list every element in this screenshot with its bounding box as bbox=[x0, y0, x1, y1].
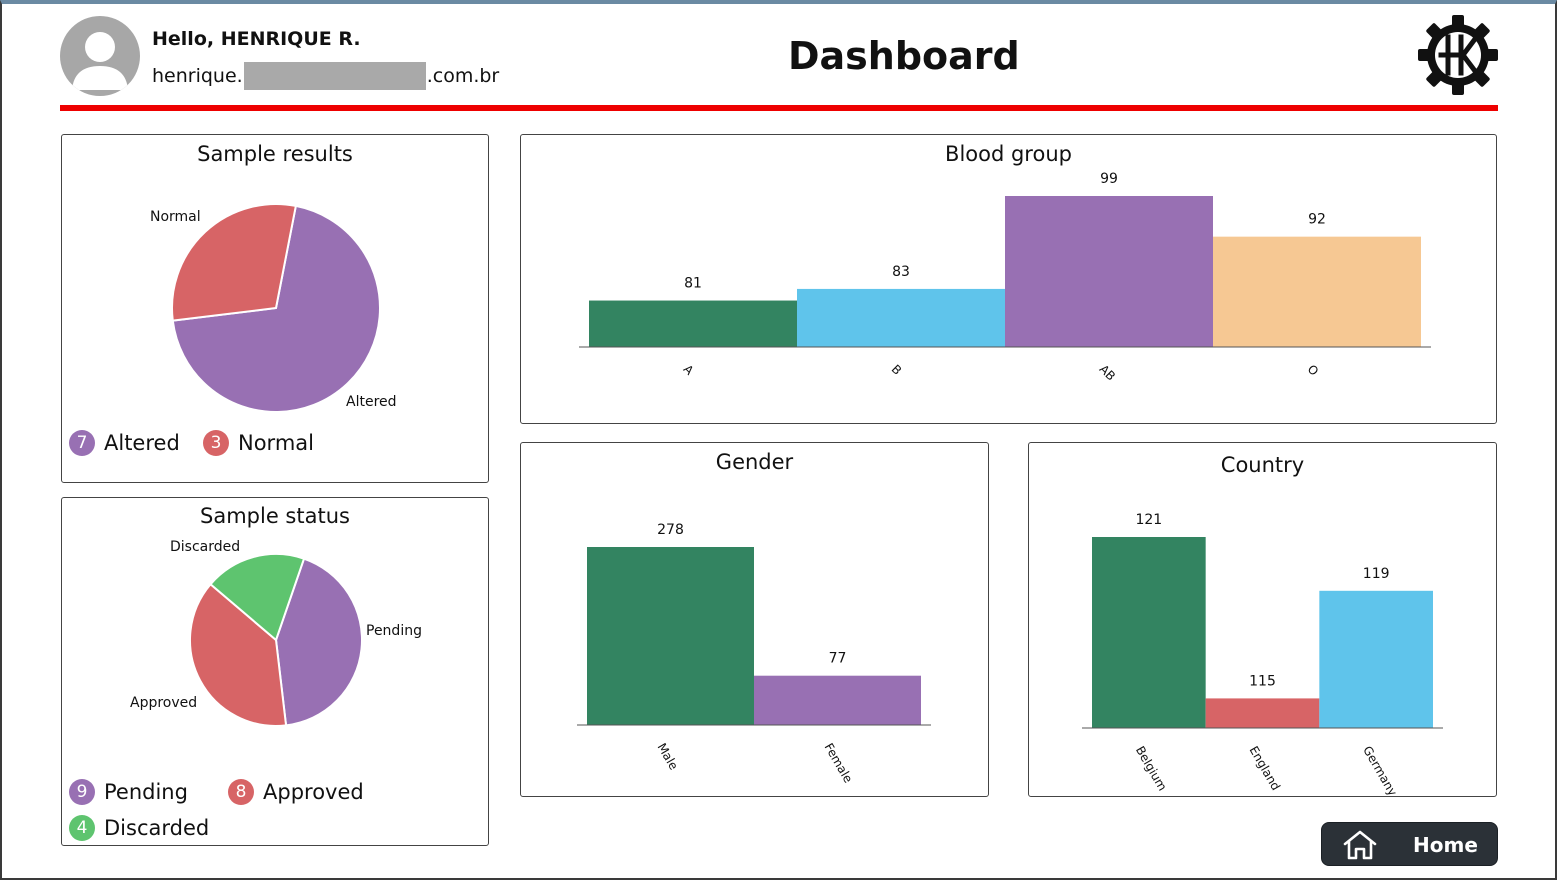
bar-o bbox=[1213, 236, 1421, 347]
legend-badge: 9 bbox=[69, 779, 95, 805]
country-panel: Country 121 Belgium 115 England 119 Germany bbox=[1028, 442, 1497, 798]
bar-value-label: 81 bbox=[684, 276, 702, 292]
bar-value-label: 83 bbox=[892, 264, 910, 280]
gender-panel: Gender 278 Male 77 Female bbox=[520, 442, 989, 797]
header-divider bbox=[60, 105, 1498, 111]
x-tick-label: B bbox=[889, 362, 905, 378]
gender-title: Gender bbox=[715, 450, 794, 474]
bar-value-label: 92 bbox=[1308, 212, 1326, 228]
sample-status-pie bbox=[189, 553, 363, 727]
x-tick-label: O bbox=[1305, 362, 1322, 379]
user-email: henrique. .com.br bbox=[152, 62, 499, 90]
pie-slice-normal bbox=[171, 203, 298, 322]
pie-label-discarded: Discarded bbox=[170, 539, 241, 555]
legend-label: Altered bbox=[104, 431, 180, 455]
legend-label: Approved bbox=[263, 780, 364, 804]
pie-slice-discarded bbox=[209, 553, 306, 642]
bar-value-label: 99 bbox=[1100, 171, 1118, 187]
sample-status-panel: Sample status Discarded Pending Approved… bbox=[61, 497, 489, 846]
pie-label-pending: Pending bbox=[366, 623, 422, 639]
legend-item-altered: 7 Altered bbox=[69, 430, 180, 456]
avatar bbox=[60, 16, 140, 96]
x-tick-label: AB bbox=[1097, 362, 1119, 384]
company-logo bbox=[1417, 14, 1499, 96]
pie-label-approved: Approved bbox=[130, 695, 198, 711]
user-greeting: Hello, HENRIQUE R. bbox=[152, 28, 361, 50]
legend-item-discarded: 4 Discarded bbox=[69, 815, 209, 841]
bar-value-label: 121 bbox=[1135, 512, 1162, 528]
bar-a bbox=[589, 300, 797, 347]
x-tick-label: England bbox=[1247, 744, 1283, 793]
pie-slice-approved bbox=[189, 582, 288, 727]
country-title: Country bbox=[1220, 453, 1305, 477]
gender-bar-chart: 278 Male 77 Female bbox=[577, 522, 931, 786]
blood-group-panel: Blood group 81 A 83 B 99 AB 92 O bbox=[520, 134, 1497, 424]
bar-ab bbox=[1005, 196, 1213, 347]
legend-label: Discarded bbox=[104, 816, 210, 840]
email-redaction bbox=[243, 62, 426, 90]
legend-badge: 8 bbox=[228, 779, 254, 805]
home-icon bbox=[1343, 830, 1377, 860]
sample-results-pie bbox=[171, 203, 381, 413]
legend-badge: 7 bbox=[69, 430, 95, 456]
legend-badge: 4 bbox=[69, 815, 95, 841]
sample-results-panel: Sample results Normal Altered 7 Altered … bbox=[61, 134, 489, 483]
x-tick-label: Female bbox=[822, 741, 856, 786]
legend-item-normal: 3 Normal bbox=[203, 430, 314, 456]
x-tick-label: Belgium bbox=[1133, 744, 1170, 794]
legend-badge: 3 bbox=[203, 430, 229, 456]
gear-logo-icon bbox=[1418, 15, 1498, 95]
bar-value-label: 77 bbox=[829, 651, 847, 667]
email-prefix: henrique. bbox=[152, 65, 243, 87]
bar-germany bbox=[1319, 590, 1433, 728]
user-silhouette-icon bbox=[72, 32, 128, 90]
legend-item-approved: 8 Approved bbox=[228, 779, 364, 805]
email-suffix: .com.br bbox=[426, 65, 500, 87]
blood-group-bar-chart: 81 A 83 B 99 AB 92 O bbox=[579, 171, 1431, 384]
bar-belgium bbox=[1092, 537, 1206, 728]
blood-group-title: Blood group bbox=[945, 142, 1072, 166]
legend-label: Normal bbox=[238, 431, 314, 455]
bar-value-label: 278 bbox=[657, 522, 684, 538]
legend-label: Pending bbox=[104, 780, 188, 804]
bar-england bbox=[1205, 698, 1320, 728]
sample-status-title: Sample status bbox=[200, 504, 350, 528]
home-button[interactable]: Home bbox=[1321, 822, 1498, 866]
pie-slice-pending bbox=[274, 557, 363, 727]
pie-label-normal: Normal bbox=[150, 209, 201, 225]
bar-b bbox=[797, 288, 1005, 347]
sample-results-title: Sample results bbox=[197, 142, 353, 166]
home-button-label: Home bbox=[1413, 833, 1478, 857]
bar-value-label: 119 bbox=[1363, 566, 1390, 582]
country-bar-chart: 121 Belgium 115 England 119 Germany bbox=[1082, 512, 1443, 798]
bar-male bbox=[587, 547, 754, 725]
page-title: Dashboard bbox=[788, 34, 1020, 78]
x-tick-label: A bbox=[681, 362, 697, 378]
x-tick-label: Male bbox=[655, 741, 681, 773]
bar-female bbox=[754, 675, 921, 725]
legend-item-pending: 9 Pending bbox=[69, 779, 188, 805]
pie-label-altered: Altered bbox=[346, 394, 397, 410]
x-tick-label: Germany bbox=[1360, 744, 1400, 798]
bar-value-label: 115 bbox=[1249, 673, 1276, 689]
